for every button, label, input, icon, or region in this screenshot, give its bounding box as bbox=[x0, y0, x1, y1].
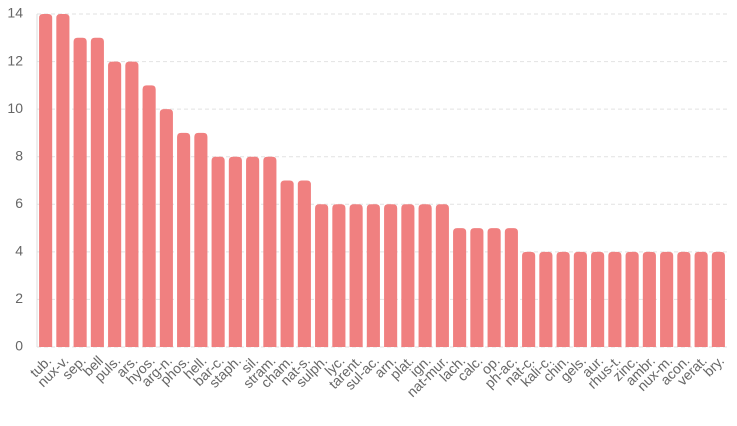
bar bbox=[487, 228, 501, 347]
bar bbox=[108, 61, 122, 347]
bar bbox=[591, 251, 605, 347]
bar bbox=[642, 251, 656, 347]
bar bbox=[263, 156, 277, 347]
bar bbox=[418, 204, 432, 347]
x-tick-label: bry. bbox=[700, 352, 727, 379]
bar bbox=[694, 251, 708, 347]
bar bbox=[246, 156, 260, 347]
bar bbox=[470, 228, 484, 347]
bar bbox=[297, 180, 311, 347]
y-tick-label: 8 bbox=[15, 147, 23, 163]
bar bbox=[90, 37, 104, 348]
bar bbox=[315, 204, 329, 347]
bar bbox=[142, 85, 156, 347]
y-tick-label: 2 bbox=[15, 290, 23, 306]
bar bbox=[159, 109, 173, 348]
bar bbox=[332, 204, 346, 347]
bar bbox=[56, 14, 70, 347]
bar bbox=[177, 132, 191, 347]
bar bbox=[73, 37, 87, 348]
bar bbox=[522, 251, 536, 347]
bar bbox=[504, 228, 518, 347]
bar bbox=[280, 180, 294, 347]
bar bbox=[677, 251, 691, 347]
bar bbox=[625, 251, 639, 347]
y-tick-label: 14 bbox=[7, 5, 23, 21]
bar bbox=[194, 132, 208, 347]
bar bbox=[539, 251, 553, 347]
y-tick-label: 12 bbox=[7, 52, 23, 68]
bar bbox=[435, 204, 449, 347]
bar bbox=[125, 61, 139, 347]
bar bbox=[453, 228, 467, 347]
bar bbox=[39, 14, 53, 347]
y-tick-label: 10 bbox=[7, 100, 23, 116]
bar bbox=[660, 251, 674, 347]
bar bbox=[608, 251, 622, 347]
bar bbox=[228, 156, 242, 347]
bar bbox=[366, 204, 380, 347]
bar bbox=[384, 204, 398, 347]
bar bbox=[711, 251, 725, 347]
bar bbox=[573, 251, 587, 347]
bar bbox=[211, 156, 225, 347]
bar bbox=[401, 204, 415, 347]
y-tick-label: 0 bbox=[15, 338, 23, 354]
bar bbox=[349, 204, 363, 347]
bar bbox=[556, 251, 570, 347]
y-tick-label: 4 bbox=[15, 243, 23, 259]
y-tick-label: 6 bbox=[15, 195, 23, 211]
